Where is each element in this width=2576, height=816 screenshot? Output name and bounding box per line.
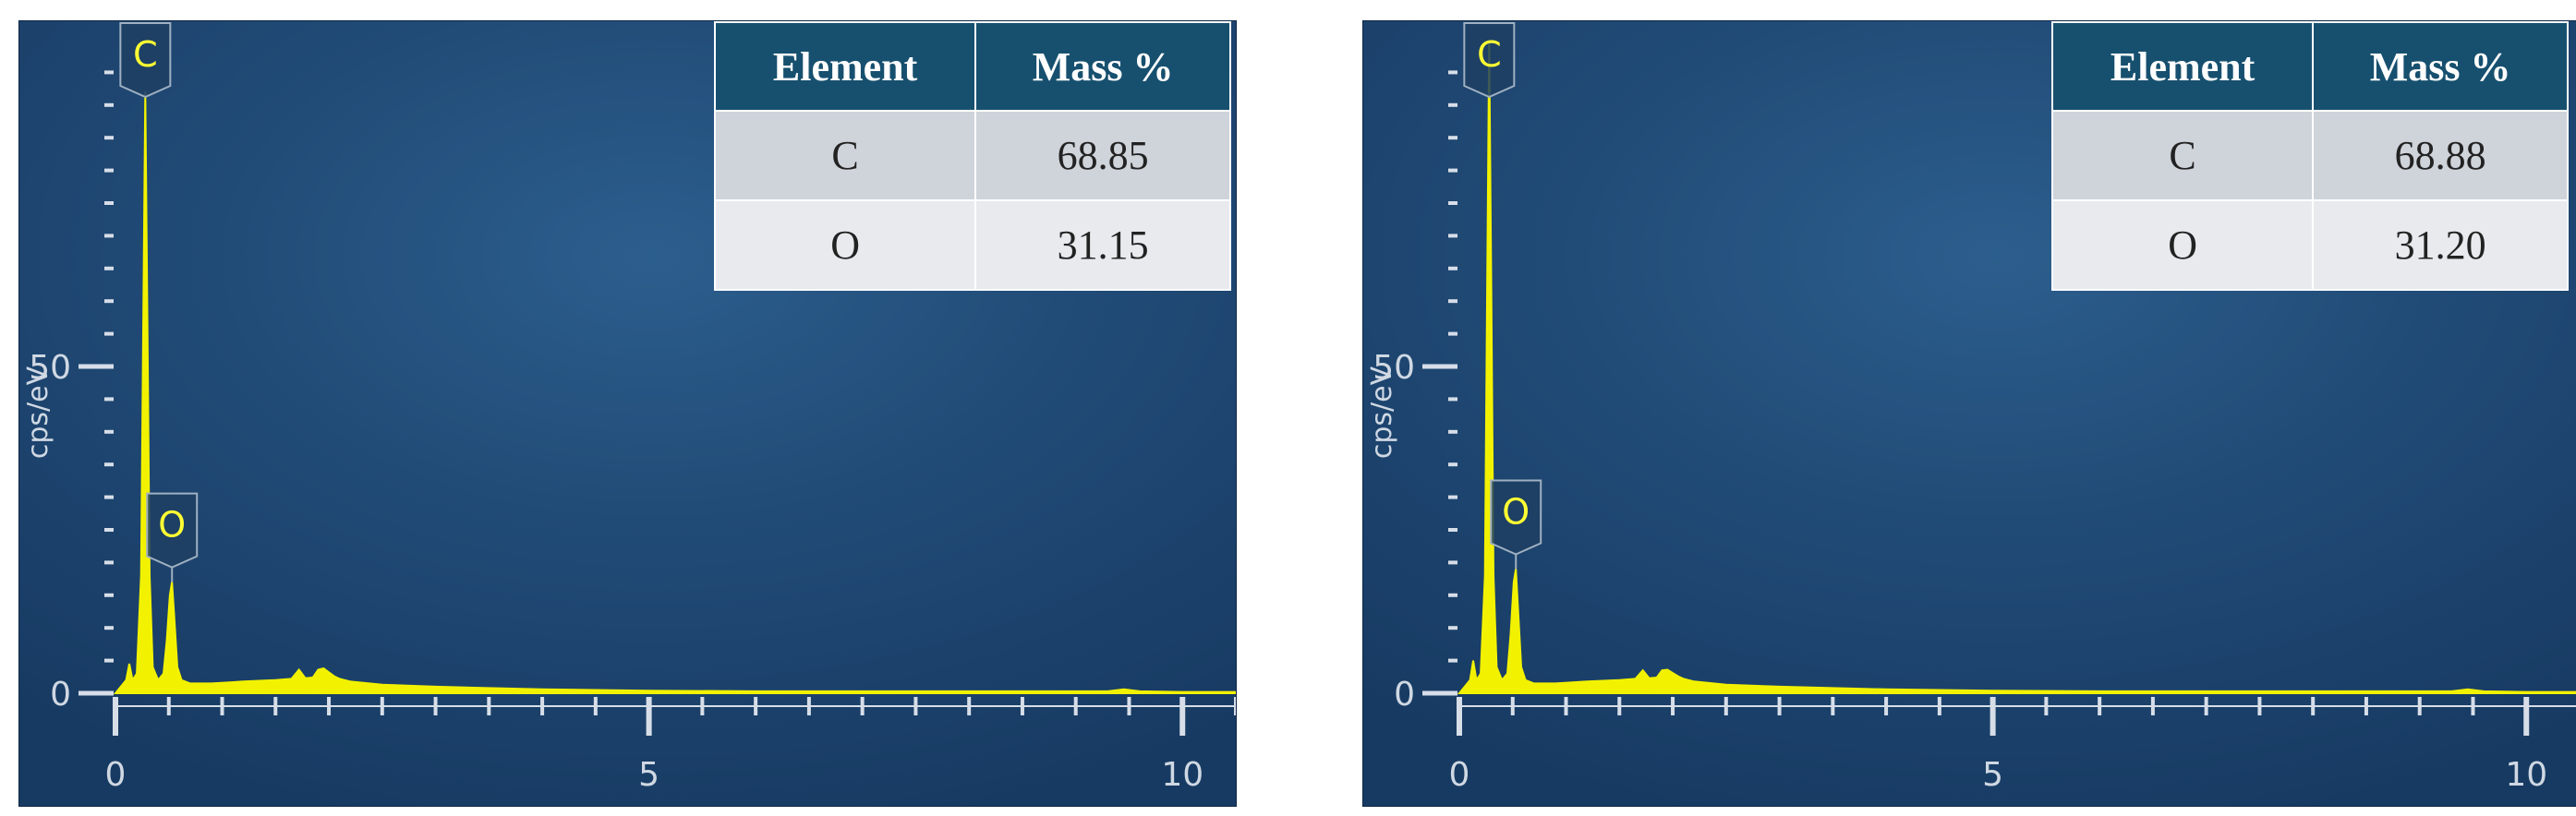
table-row: O 31.15: [713, 199, 1231, 291]
y-tick-label: 0: [50, 676, 71, 714]
header-mass: Mass %: [2312, 21, 2569, 112]
y-tick-label: 50: [29, 349, 71, 387]
mass-table-right: Element Mass % C 68.88 O 31.20: [2050, 21, 2569, 291]
header-mass: Mass %: [974, 21, 1231, 112]
y-tick-label: 50: [1373, 349, 1415, 387]
y-axis-label: cps/eV: [1366, 366, 1398, 459]
cell-element: C: [2050, 110, 2315, 201]
table-header-row: Element Mass %: [713, 21, 1231, 112]
cell-mass: 68.88: [2312, 110, 2569, 201]
mass-table-left: Element Mass % C 68.85 O 31.15: [713, 21, 1231, 291]
peak-label-o: O: [146, 492, 199, 582]
eds-panel-left: 0 50 cps/eV 0 5 10 C O Element Mass % C 68.85 O…: [18, 20, 1237, 807]
table-row: C 68.88: [2050, 110, 2569, 201]
table-header-row: Element Mass %: [2050, 21, 2569, 112]
peak-label-o: O: [1490, 479, 1542, 570]
y-tick-label: 0: [1394, 676, 1415, 714]
x-tick-label: 0: [1449, 756, 1470, 794]
svg-text:C: C: [133, 34, 158, 75]
cell-mass: 68.85: [974, 110, 1231, 201]
eds-panel-right: 0 50 cps/eV 0 5 10 C O Element Mass % C 68.88 O…: [1362, 20, 2576, 807]
cell-element: O: [713, 199, 977, 291]
x-tick-label: 5: [638, 756, 659, 794]
svg-text:O: O: [1502, 491, 1530, 532]
table-row: C 68.85: [713, 110, 1231, 201]
cell-element: C: [713, 110, 977, 201]
x-tick-label: 0: [105, 756, 127, 794]
header-element: Element: [713, 21, 977, 112]
x-tick-label: 10: [2505, 756, 2547, 794]
svg-text:O: O: [158, 505, 186, 546]
x-tick-label: 10: [1161, 756, 1203, 794]
header-element: Element: [2050, 21, 2315, 112]
x-tick-label: 5: [1982, 756, 2003, 794]
svg-text:C: C: [1477, 34, 1502, 75]
peak-label-c: C: [119, 22, 172, 99]
table-row: O 31.20: [2050, 199, 2569, 291]
peak-label-c: C: [1463, 22, 1516, 99]
y-axis-label: cps/eV: [22, 366, 54, 459]
cell-mass: 31.20: [2312, 199, 2569, 291]
cell-mass: 31.15: [974, 199, 1231, 291]
cell-element: O: [2050, 199, 2315, 291]
